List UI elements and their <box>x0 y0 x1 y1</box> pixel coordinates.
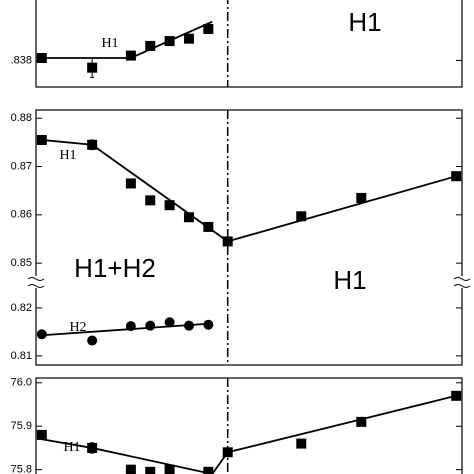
data-point <box>203 24 214 34</box>
data-point <box>87 139 98 150</box>
data-point <box>164 36 175 47</box>
data-point <box>222 447 233 458</box>
y-tick-label: 75.8 <box>11 464 32 474</box>
annotation: H1 <box>101 36 118 51</box>
data-point <box>164 464 175 474</box>
annotation: H1+H2 <box>74 253 156 283</box>
data-point <box>164 200 175 211</box>
data-point <box>164 317 175 328</box>
fit-line <box>41 322 209 337</box>
data-point <box>222 236 233 247</box>
fit-line <box>41 139 457 243</box>
data-point <box>183 33 194 44</box>
data-point <box>87 62 98 73</box>
data-point <box>145 466 156 474</box>
data-point <box>296 211 307 222</box>
data-point <box>203 221 214 232</box>
data-point <box>36 329 47 340</box>
data-point <box>145 40 156 51</box>
annotation: H1 <box>63 440 80 455</box>
axis-break <box>27 276 471 288</box>
data-point <box>36 134 47 145</box>
y-tick-label: 75.9 <box>11 420 32 432</box>
panel-frame <box>35 0 463 88</box>
data-point <box>145 320 156 331</box>
data-point <box>356 416 367 427</box>
panel-frame <box>35 377 463 474</box>
data-point <box>87 335 98 346</box>
data-point <box>451 390 462 401</box>
y-tick-label: 0.85 <box>11 257 32 269</box>
y-tick-label: 76.0 <box>11 377 32 389</box>
data-point <box>36 429 47 440</box>
data-point <box>356 192 367 203</box>
y-tick-label: .838 <box>11 54 32 66</box>
data-point <box>145 195 156 206</box>
annotation: H2 <box>69 320 86 335</box>
annotation: H1 <box>59 148 76 163</box>
data-point <box>125 464 136 474</box>
panel-frame <box>35 109 463 366</box>
fit-line <box>41 394 457 474</box>
data-point <box>36 53 47 63</box>
y-tick-label: 0.88 <box>11 112 32 124</box>
y-tick-label: 0.87 <box>11 160 32 172</box>
annotation: H1 <box>333 265 366 295</box>
data-point <box>183 212 194 223</box>
data-point <box>87 442 98 453</box>
annotation: H1 <box>348 7 381 37</box>
data-point <box>203 466 214 474</box>
y-tick-label: 0.86 <box>11 209 32 221</box>
y-tick-label: 0.82 <box>11 302 32 314</box>
y-tick-label: 0.81 <box>11 350 32 362</box>
data-point <box>296 438 307 449</box>
data-point <box>125 178 136 189</box>
data-point <box>125 50 136 61</box>
data-point <box>203 319 214 330</box>
data-point <box>451 171 462 182</box>
data-point <box>183 320 194 331</box>
data-point <box>125 321 136 332</box>
